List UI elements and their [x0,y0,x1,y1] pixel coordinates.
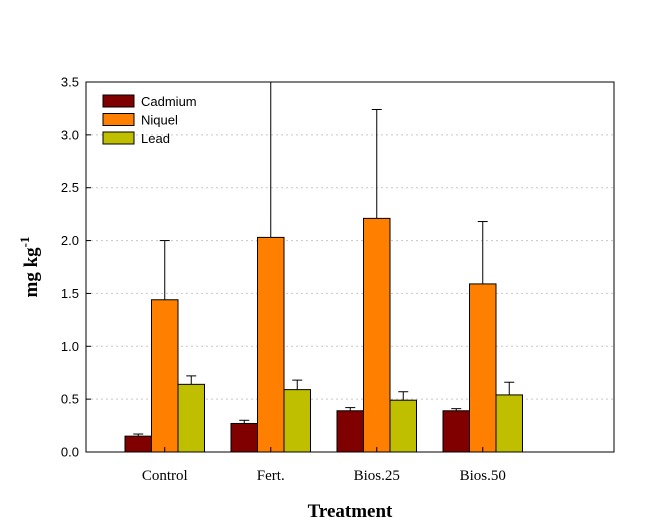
bar-cadmium [124,435,152,453]
y-tick-label: 0.5 [61,392,79,407]
legend-swatch-lead [102,131,135,145]
y-tick-label: 2.5 [61,180,79,195]
bars [124,217,523,453]
bar-lead [177,383,205,453]
bar-niquel [363,217,391,453]
bar-cadmium [336,410,364,453]
y-tick-label: 2.0 [61,233,79,248]
legend-label-lead: Lead [141,131,170,146]
bar-lead [283,389,311,453]
x-tick-label: Fert. [257,468,285,484]
y-axis-title-superscript: -1 [17,237,32,248]
y-tick-label: 3.0 [61,127,79,142]
y-axis: 0.0 0.5 1.0 1.5 2.0 2.5 3.0 3.5 [61,75,91,460]
bar-lead [389,399,417,453]
x-tick-label: Bios.50 [460,468,506,484]
bar-cadmium [442,410,470,453]
bar-lead [495,394,523,453]
bar-niquel [469,283,497,453]
plot-frame [85,81,615,453]
y-tick-label: 3.5 [61,75,79,90]
x-axis: Control Fert. Bios.25 Bios.50 [142,447,506,484]
legend: Cadmium Niquel Lead [102,94,197,146]
x-axis-title: Treatment [308,501,393,522]
bar-niquel [257,236,285,453]
legend-swatch-niquel [102,113,135,126]
y-tick-label: 1.5 [61,286,79,301]
legend-label-niquel: Niquel [141,113,178,128]
x-tick-label: Control [142,468,188,484]
y-tick-label: 0.0 [61,445,79,460]
bar-niquel [151,299,179,453]
legend-swatch-cadmium [102,94,135,108]
y-axis-title: mg kg-1 [17,237,42,298]
x-tick-label: Bios.25 [354,468,400,484]
legend-label-cadmium: Cadmium [141,94,197,109]
y-axis-title-base: mg kg [21,247,42,298]
y-tick-label: 1.0 [61,339,79,354]
gridlines [86,134,614,400]
bar-cadmium [230,422,258,453]
